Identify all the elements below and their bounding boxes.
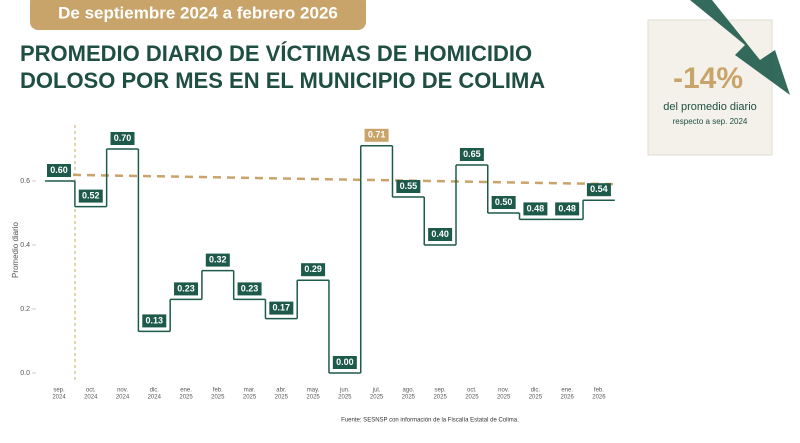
x-tick-label: oct. (467, 388, 477, 394)
x-tick-label: dic. (150, 388, 160, 394)
value-label-bg (174, 282, 199, 296)
x-tick-label: feb. (213, 388, 223, 394)
callout-text: del promedio diario (663, 101, 757, 113)
value-label-bg (555, 202, 580, 216)
y-tick-label: 0.6 (20, 178, 30, 185)
x-tick-label: may. (307, 388, 320, 394)
x-tick-label: 2024 (84, 395, 98, 401)
value-label-bg (237, 282, 262, 296)
value-label-bg (523, 202, 548, 216)
x-tick-label: 2025 (243, 395, 257, 401)
x-tick-label: mar. (244, 388, 256, 394)
x-tick-label: 2024 (116, 395, 130, 401)
banner-bg (30, 0, 366, 30)
x-tick-label: 2026 (560, 395, 574, 401)
source: Fuente: SESNSP con información de la Fis… (341, 418, 519, 424)
value-label-bg (269, 301, 294, 315)
callout-bg (647, 19, 773, 156)
value-label-bg (301, 263, 326, 277)
value-label: 0.65 (463, 149, 481, 159)
value-label-bg (364, 128, 389, 142)
x-tick-label: sep. (434, 388, 446, 394)
value-label: 0.40 (431, 229, 449, 239)
x-tick-label: 2025 (211, 395, 225, 401)
value-label-bg (205, 253, 230, 267)
value-label: 0.23 (177, 283, 195, 293)
value-label-bg (78, 189, 103, 203)
y-tick-label: 0.0 (20, 370, 30, 377)
value-label-bg (332, 356, 357, 369)
value-label: 0.54 (590, 184, 608, 194)
x-tick-label: 2025 (402, 395, 416, 401)
x-tick-label: 2025 (529, 395, 543, 401)
value-label-bg (428, 228, 453, 241)
x-tick-label: sep. (53, 388, 65, 394)
x-tick-label: 2025 (338, 395, 352, 401)
x-tick-label: 2025 (370, 395, 384, 401)
value-label: 0.17 (273, 302, 291, 312)
x-tick-label: jun. (339, 388, 350, 394)
value-label-bg (142, 314, 167, 328)
value-label-bg (396, 180, 421, 193)
x-tick-label: abr. (276, 388, 286, 394)
value-label: 0.60 (50, 165, 68, 175)
x-tick-label: feb. (594, 388, 604, 394)
y-axis-label: Promedio diario (11, 221, 20, 278)
value-label-bg (586, 183, 611, 197)
banner: De septiembre 2024 a febrero 2026 (58, 3, 338, 22)
value-label: 0.50 (495, 197, 513, 207)
value-label: 0.52 (82, 190, 100, 200)
x-tick-label: nov. (117, 388, 128, 394)
trend-line (58, 173, 615, 186)
y-tick-label: 0.2 (20, 306, 30, 313)
x-tick-label: 2026 (592, 395, 606, 401)
value-label: 0.48 (527, 203, 545, 213)
x-tick-label: ene. (180, 388, 192, 394)
callout-value: -14% (673, 62, 743, 95)
x-tick-label: dic. (531, 388, 541, 394)
value-label-bg (110, 132, 135, 145)
value-label: 0.48 (558, 203, 576, 213)
value-label-bg (459, 148, 484, 161)
value-label: 0.32 (209, 254, 227, 264)
value-label-bg (47, 164, 71, 177)
value-label: 0.13 (146, 315, 164, 325)
value-label: 0.23 (241, 283, 259, 293)
y-tick-label: 0.4 (20, 242, 30, 249)
x-tick-label: 2024 (52, 395, 66, 401)
x-tick-label: 2025 (433, 395, 447, 401)
callout: -14% del promedio diario respecto a sep.… (647, 0, 790, 156)
x-tick-label: 2025 (497, 395, 511, 401)
x-tick-label: 2024 (148, 395, 162, 401)
value-label: 0.70 (114, 133, 132, 143)
x-tick-label: 2025 (465, 395, 479, 401)
value-label: 0.55 (400, 181, 418, 191)
x-tick-label: oct. (86, 388, 96, 394)
value-label: 0.00 (336, 357, 354, 367)
x-tick-label: 2025 (306, 395, 320, 401)
callout-subtext: respecto a sep. 2024 (673, 117, 748, 126)
title-line: PROMEDIO DIARIO DE VÍCTIMAS DE HOMICIDIO (20, 41, 532, 66)
arrow (690, 0, 790, 95)
value-label: 0.71 (368, 130, 386, 140)
title-line: DOLOSO POR MES EN EL MUNICIPIO DE COLIMA (20, 68, 545, 93)
x-tick-label: ene. (561, 388, 573, 394)
x-tick-label: 2025 (275, 395, 289, 401)
x-tick-label: jul. (372, 388, 381, 394)
x-tick-label: nov. (498, 388, 509, 394)
value-label: 0.29 (304, 264, 322, 274)
x-tick-label: ago. (403, 388, 415, 394)
x-tick-label: 2025 (179, 395, 193, 401)
value-label-bg (491, 196, 516, 209)
